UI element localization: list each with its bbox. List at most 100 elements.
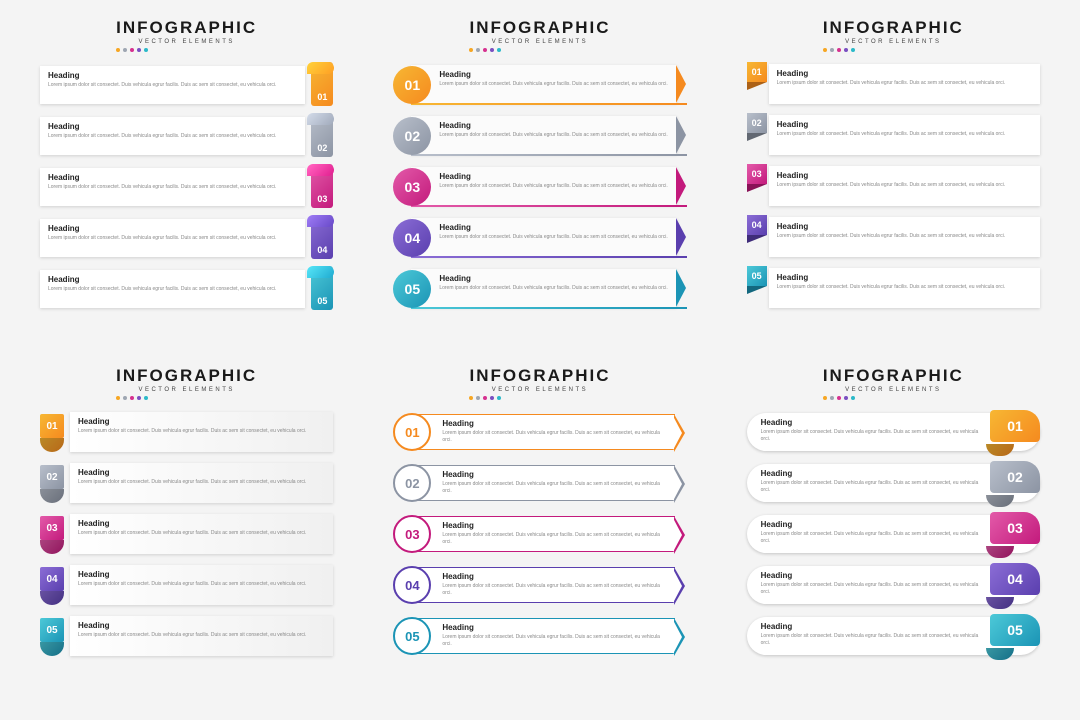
item-bar: HeadingLorem ipsum dolor sit consectet. …	[411, 218, 676, 256]
badge: 03	[40, 516, 68, 556]
item-text: Lorem ipsum dolor sit consectet. Duis ve…	[761, 531, 984, 545]
list-item: HeadingLorem ipsum dolor sit consectet. …	[393, 410, 686, 454]
dot	[116, 396, 120, 400]
dot	[137, 48, 141, 52]
header-subtitle: VECTOR ELEMENTS	[469, 39, 610, 45]
dot	[476, 396, 480, 400]
badge: 05	[747, 266, 767, 310]
dot	[830, 48, 834, 52]
item-card: HeadingLorem ipsum dolor sit consectet. …	[70, 616, 333, 656]
item-card: HeadingLorem ipsum dolor sit consectet. …	[769, 217, 1040, 257]
badge: 03	[747, 164, 767, 208]
header-subtitle: VECTOR ELEMENTS	[469, 387, 610, 393]
item-heading: Heading	[761, 622, 984, 631]
infographic-panel: INFOGRAPHICVECTOR ELEMENTSHeadingLorem i…	[393, 366, 686, 702]
dot	[469, 396, 473, 400]
badge: 02	[40, 465, 68, 505]
header-title: INFOGRAPHIC	[469, 18, 610, 38]
fold-icon	[747, 286, 767, 294]
dot	[130, 48, 134, 52]
item-card: HeadingLorem ipsum dolor sit consectet. …	[70, 565, 333, 605]
dot	[823, 396, 827, 400]
dot	[144, 48, 148, 52]
list-item: HeadingLorem ipsum dolor sit consectet. …	[393, 113, 686, 157]
list-item: Heading Lorem ipsum dolor sit consectet. …	[747, 410, 1040, 454]
item-heading: Heading	[48, 224, 297, 233]
item-heading: Heading	[761, 571, 984, 580]
underline	[411, 205, 686, 207]
ribbon-icon: 01	[311, 62, 333, 106]
arrow-icon	[674, 465, 685, 503]
item-number: 02	[990, 461, 1040, 493]
list-item: Heading Lorem ipsum dolor sit consectet. …	[40, 215, 333, 259]
item-text: Lorem ipsum dolor sit consectet. Duis ve…	[48, 133, 297, 140]
item-heading: Heading	[442, 623, 666, 632]
item-text: Lorem ipsum dolor sit consectet. Duis ve…	[48, 235, 297, 242]
badge: 04	[40, 567, 68, 607]
item-heading: Heading	[48, 122, 297, 131]
dot	[851, 396, 855, 400]
item-text: Lorem ipsum dolor sit consectet. Duis ve…	[777, 131, 1032, 138]
list-item: 01 HeadingLorem ipsum dolor sit consecte…	[747, 62, 1040, 106]
item-list: Heading Lorem ipsum dolor sit consectet. …	[40, 62, 333, 310]
curl-icon	[986, 495, 1014, 507]
item-text: Lorem ipsum dolor sit consectet. Duis ve…	[48, 82, 297, 89]
item-text: Lorem ipsum dolor sit consectet. Duis ve…	[761, 429, 984, 443]
header-dots	[469, 48, 610, 52]
item-bar: HeadingLorem ipsum dolor sit consectet. …	[415, 414, 674, 450]
header-subtitle: VECTOR ELEMENTS	[823, 387, 964, 393]
item-text: Lorem ipsum dolor sit consectet. Duis ve…	[439, 183, 668, 190]
arrow-icon	[674, 567, 685, 605]
item-text: Lorem ipsum dolor sit consectet. Duis ve…	[442, 583, 666, 597]
dot	[490, 396, 494, 400]
item-card: HeadingLorem ipsum dolor sit consectet. …	[769, 268, 1040, 308]
item-number: 04	[747, 215, 767, 235]
item-text: Lorem ipsum dolor sit consectet. Duis ve…	[777, 80, 1032, 87]
infographic-panel: INFOGRAPHICVECTOR ELEMENTS 01 HeadingLor…	[747, 18, 1040, 354]
item-number: 01	[311, 92, 333, 102]
item-number: 05	[311, 296, 333, 306]
item-number: 01	[747, 62, 767, 82]
item-number: 05	[990, 614, 1040, 646]
item-heading: Heading	[442, 470, 666, 479]
list-item: HeadingLorem ipsum dolor sit consectet. …	[40, 266, 333, 310]
item-list: 01 HeadingLorem ipsum dolor sit consecte…	[40, 410, 333, 658]
item-text: Lorem ipsum dolor sit consectet. Duis ve…	[777, 233, 1032, 240]
item-number: 04	[311, 245, 333, 255]
badge: 05	[40, 618, 68, 658]
curl-icon	[40, 642, 64, 656]
item-text: Lorem ipsum dolor sit consectet. Duis ve…	[48, 184, 297, 191]
item-card: HeadingLorem ipsum dolor sit consectet. …	[769, 64, 1040, 104]
curl-icon	[986, 546, 1014, 558]
list-item: HeadingLorem ipsum dolor sit consectet. …	[393, 461, 686, 505]
item-heading: Heading	[761, 418, 984, 427]
arrow-icon	[676, 167, 686, 205]
item-bar: HeadingLorem ipsum dolor sit consectet. …	[411, 65, 676, 103]
header-title: INFOGRAPHIC	[116, 366, 257, 386]
item-heading: Heading	[777, 171, 1032, 180]
dot	[483, 396, 487, 400]
item-card: HeadingLorem ipsum dolor sit consectet. …	[40, 270, 305, 308]
item-list: Heading Lorem ipsum dolor sit consectet. …	[747, 410, 1040, 658]
item-bar: HeadingLorem ipsum dolor sit consectet. …	[411, 167, 676, 205]
item-text: Lorem ipsum dolor sit consectet. Duis ve…	[777, 182, 1032, 189]
item-heading: Heading	[78, 417, 325, 426]
curl-icon	[986, 597, 1014, 609]
panel-header: INFOGRAPHICVECTOR ELEMENTS	[116, 366, 257, 400]
dot	[130, 396, 134, 400]
panel-header: INFOGRAPHICVECTOR ELEMENTS	[469, 18, 610, 52]
arrow-icon	[676, 218, 686, 256]
item-number: 03	[311, 194, 333, 204]
item-number: 02	[311, 143, 333, 153]
fold-icon	[747, 133, 767, 141]
dot	[830, 396, 834, 400]
item-number: 03	[990, 512, 1040, 544]
dot	[144, 396, 148, 400]
dot	[490, 48, 494, 52]
dot	[123, 48, 127, 52]
item-text: Lorem ipsum dolor sit consectet. Duis ve…	[761, 582, 984, 596]
underline	[411, 256, 686, 258]
list-item: 02 HeadingLorem ipsum dolor sit consecte…	[747, 113, 1040, 157]
header-dots	[116, 48, 257, 52]
item-heading: Heading	[442, 419, 666, 428]
